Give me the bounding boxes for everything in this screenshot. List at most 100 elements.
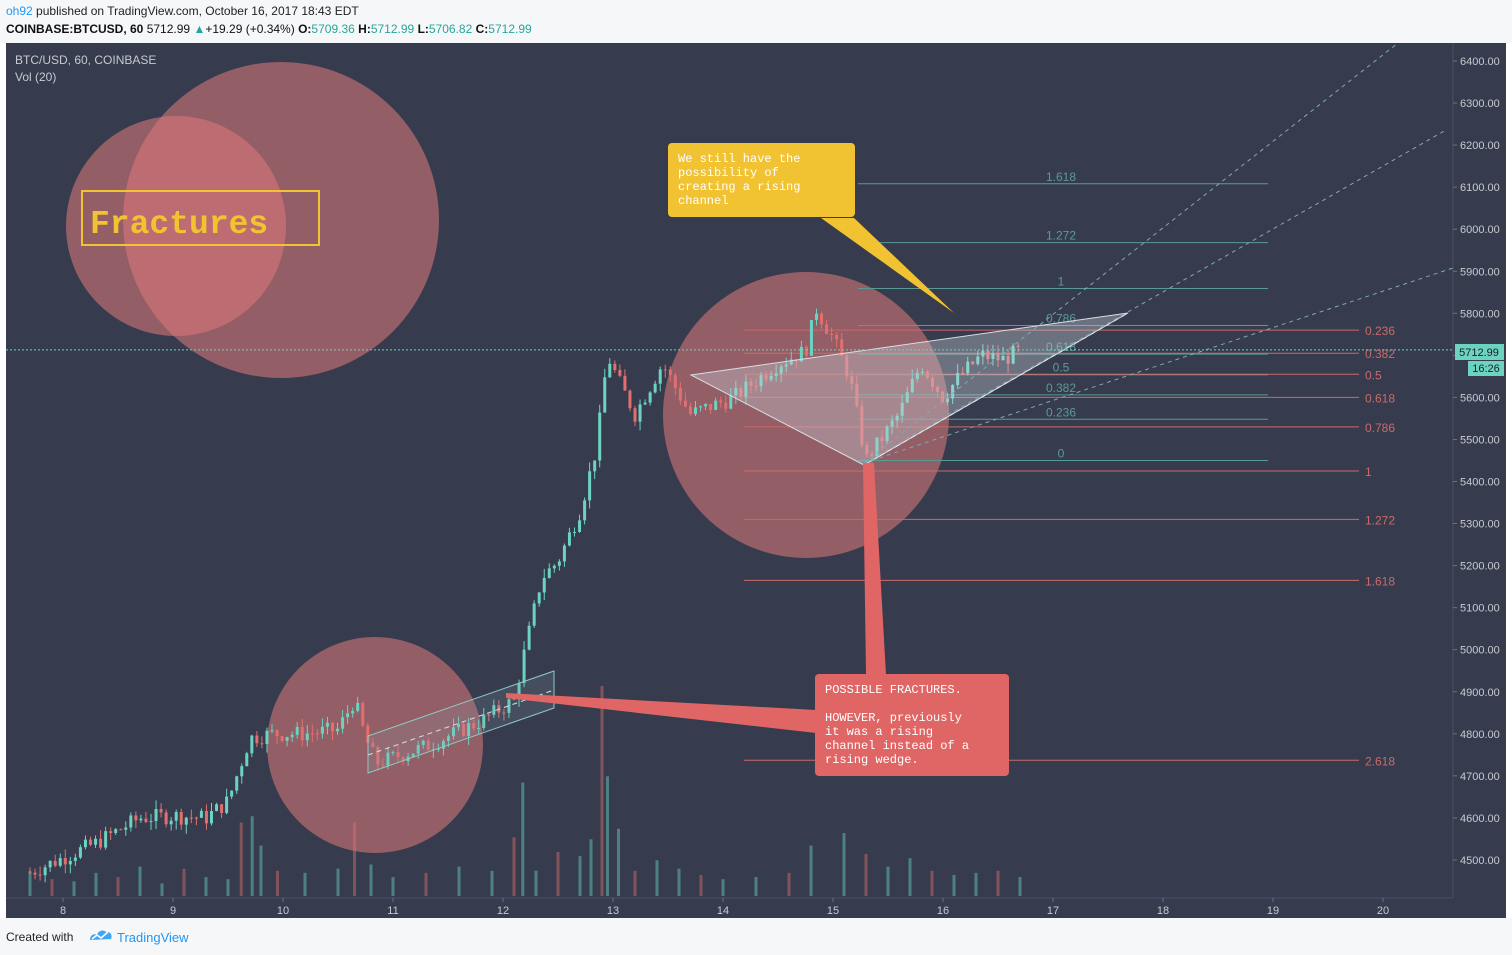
- fib-lower-label: 2.618: [1365, 754, 1395, 768]
- fracture-circle-2: [123, 62, 439, 378]
- fracture-circle-4: [663, 272, 949, 558]
- volume-bar: [259, 845, 263, 896]
- chart-legend-title[interactable]: BTC/USD, 60, COINBASE: [15, 53, 156, 67]
- candle-body: [688, 406, 692, 415]
- callout-line: creating a rising: [678, 180, 800, 194]
- candle-body: [305, 733, 309, 741]
- candle-body: [593, 460, 597, 472]
- fib-lower-label: 1: [1365, 465, 1372, 479]
- volume-bar: [842, 833, 846, 896]
- candle-body: [522, 649, 526, 684]
- candle-body: [144, 818, 148, 822]
- candle-body: [280, 736, 284, 741]
- volume-bar: [589, 839, 593, 896]
- candle-body: [462, 723, 466, 737]
- volume-bar: [606, 776, 609, 896]
- callout-yellow[interactable]: [668, 143, 855, 217]
- volume-bar: [512, 837, 516, 896]
- price-change: +19.29 (+0.34%): [205, 22, 295, 36]
- time-tick-label: 13: [607, 905, 619, 917]
- candle-body: [204, 810, 208, 824]
- price-axis-bg[interactable]: [1453, 43, 1506, 918]
- chart-legend-volume[interactable]: Vol (20): [15, 70, 56, 84]
- candle-body: [976, 356, 980, 364]
- candle-body: [623, 375, 627, 391]
- fib-lower-label: 0.382: [1365, 347, 1395, 361]
- volume-bar: [1018, 877, 1022, 896]
- candle-body: [925, 371, 929, 378]
- candle-body: [68, 860, 72, 865]
- fib-lower-label: 0.5: [1365, 368, 1382, 382]
- candle-body: [371, 742, 375, 748]
- time-axis: 8 9 10 11 12 13 14 15 16 17 18 19 20: [60, 898, 1389, 917]
- volume-bar: [930, 870, 934, 896]
- candle-body: [956, 372, 960, 385]
- fib-upper-label: 0.786: [1046, 311, 1076, 325]
- candlesticks: [28, 308, 1020, 883]
- fib-fan-line: [863, 43, 1399, 464]
- volume-bar: [182, 868, 186, 896]
- candle-body: [215, 804, 219, 811]
- candle-body: [94, 838, 98, 845]
- price-tick-label: 5200.00: [1460, 561, 1500, 573]
- candle-body: [557, 561, 561, 566]
- candle-body: [38, 874, 42, 876]
- volume-bar: [908, 858, 912, 896]
- price-tick-label: 4700.00: [1460, 771, 1500, 783]
- candle-body: [709, 403, 713, 410]
- candle-body: [331, 722, 334, 732]
- time-tick-label: 19: [1267, 905, 1279, 917]
- callout-line: channel instead of a: [825, 739, 969, 753]
- candle-body: [930, 377, 934, 387]
- last-price-badge: [1455, 344, 1504, 360]
- chart-area[interactable]: 0 0.236 0.382 0.5 0.618 0.786 1 1.272 1.618 0.236…: [6, 43, 1506, 918]
- candle-body: [946, 398, 950, 403]
- candle-body: [58, 858, 62, 866]
- candle-body: [351, 710, 355, 714]
- time-tick-label: 17: [1047, 905, 1059, 917]
- fib-upper-label: 1.272: [1046, 229, 1076, 243]
- candle-body: [33, 872, 37, 875]
- candle-body: [588, 471, 592, 501]
- price-tick-label: 6300.00: [1460, 98, 1500, 110]
- candle-body: [401, 757, 405, 762]
- tradingview-logo-icon[interactable]: [88, 927, 114, 943]
- fractures-title-box: [81, 190, 320, 246]
- candle-body: [129, 815, 133, 828]
- candle-body: [598, 412, 602, 461]
- time-tick-label: 11: [387, 905, 398, 917]
- candle-body: [310, 733, 314, 735]
- candle-body: [567, 532, 571, 546]
- candle-body: [184, 817, 188, 825]
- price-tick-label: 6400.00: [1460, 56, 1500, 68]
- volume-bar: [303, 872, 307, 896]
- volume-bar: [721, 879, 725, 896]
- price-tick-label: 4600.00: [1460, 813, 1500, 825]
- fib-lower-label: 0.618: [1365, 391, 1395, 405]
- last-price: 5712.99: [146, 22, 191, 36]
- candle-body: [663, 369, 667, 371]
- price-chart[interactable]: 0 0.236 0.382 0.5 0.618 0.786 1 1.272 1.618 0.236…: [6, 43, 1506, 918]
- candle-body: [734, 388, 738, 396]
- price-tick-label: 5800.00: [1460, 308, 1500, 320]
- candle-body: [396, 752, 400, 758]
- high-value: 5712.99: [370, 22, 415, 36]
- price-tick-label: 6200.00: [1460, 140, 1500, 152]
- volume-bar: [996, 870, 1000, 896]
- volume-bar: [239, 822, 243, 896]
- author-link[interactable]: oh92: [6, 4, 33, 18]
- fib-upper-label: 1: [1058, 274, 1065, 288]
- price-tick-label: 5400.00: [1460, 477, 1500, 489]
- candle-body: [446, 736, 450, 742]
- candle-body: [89, 839, 92, 845]
- callout-red[interactable]: [815, 674, 1009, 776]
- callout-line: rising wedge.: [825, 753, 919, 767]
- price-tick-label: 6100.00: [1460, 182, 1500, 194]
- tradingview-link[interactable]: TradingView: [117, 930, 189, 945]
- candle-body: [719, 400, 723, 403]
- candle-body: [936, 386, 939, 392]
- candle-body: [890, 420, 894, 427]
- callout-red-pointer-left: [506, 693, 816, 733]
- candle-body: [235, 776, 239, 791]
- candle-body: [83, 839, 87, 848]
